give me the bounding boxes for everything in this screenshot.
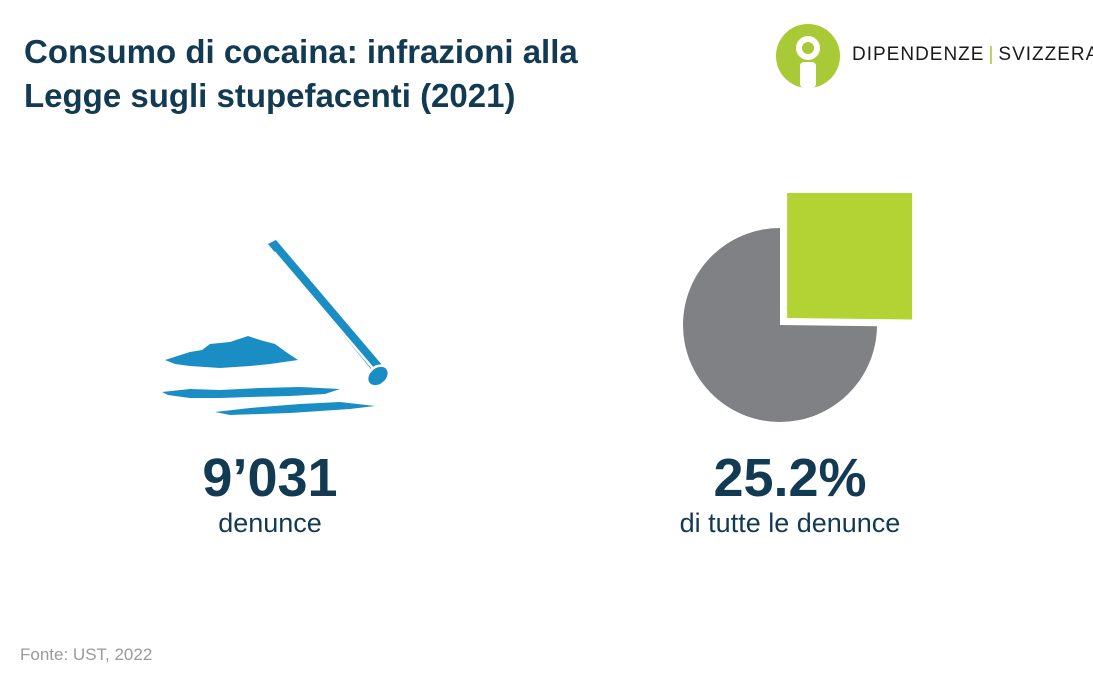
stat-right-value: 25.2% <box>713 448 867 508</box>
stat-left-value: 9’031 <box>202 448 338 508</box>
pie-chart <box>670 190 920 440</box>
title-line-1: Consumo di cocaina: infrazioni alla <box>24 33 578 70</box>
cocaine-straw-icon <box>162 240 391 415</box>
pie-svg <box>683 192 913 422</box>
person-info-icon <box>776 24 840 88</box>
logo-separator: | <box>988 44 995 65</box>
powder-line-1 <box>165 336 298 368</box>
straw-shape <box>268 240 391 388</box>
pie-slice-1 <box>683 228 877 422</box>
source-note: Fonte: UST, 2022 <box>20 645 153 664</box>
pie-slice-0 <box>787 192 913 320</box>
logo-text: DIPENDENZE | SVIZZERA <box>852 44 1093 66</box>
logo-text-left: DIPENDENZE <box>852 44 985 65</box>
powder-line-2 <box>162 387 340 398</box>
brand-logo: DIPENDENZE | SVIZZERA <box>776 24 1093 88</box>
title-line-2: Legge sugli stupefacenti (2021) <box>24 77 516 114</box>
powder-line-3 <box>215 402 375 415</box>
logo-text-right: SVIZZERA <box>998 44 1093 65</box>
stat-left-label: denunce <box>218 508 322 538</box>
page-title: Consumo di cocaina: infrazioni alla Legg… <box>24 30 724 118</box>
stat-right-label: di tutte le denunce <box>679 508 901 538</box>
